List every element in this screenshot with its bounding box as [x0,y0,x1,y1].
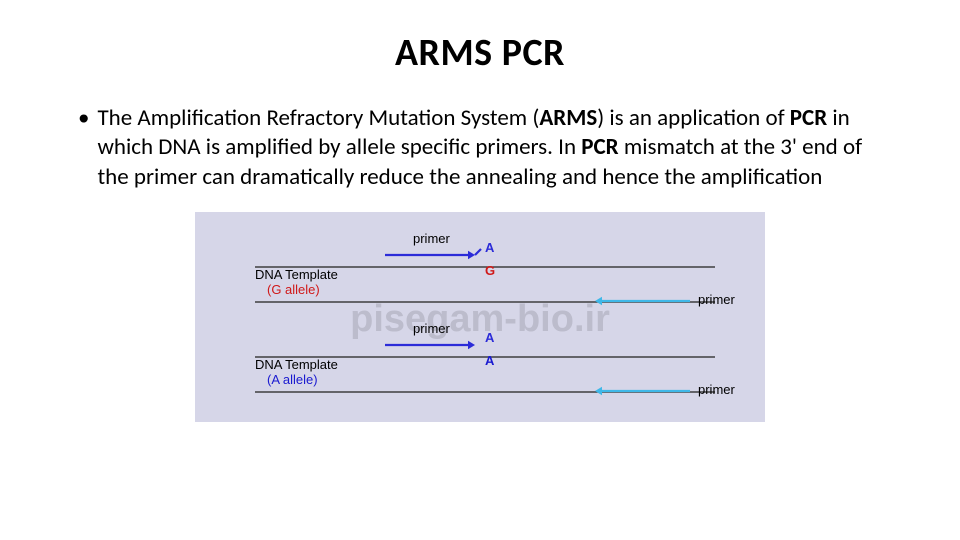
label-base-a-2: A [485,330,494,345]
label-base-a-3: A [485,353,494,368]
label-base-g-1: G [485,263,495,278]
label-template-2: DNA Template [255,357,338,372]
bullet-dot: • [78,104,89,192]
label-template-1: DNA Template [255,267,338,282]
bullet-bold-arms: ARMS [539,104,597,132]
label-base-a-1: A [485,240,494,255]
bullet-bold-pcr1: PCR [790,104,827,132]
label-primer-fwd-1: primer [413,231,450,246]
diagram-svg [195,212,765,422]
label-primer-fwd-2: primer [413,321,450,336]
label-g-allele: (G allele) [267,282,320,297]
label-primer-rev-2: primer [698,382,735,397]
bullet-bold-pcr2: PCR [581,133,618,161]
label-primer-rev-1: primer [698,292,735,307]
label-a-allele: (A allele) [267,372,318,387]
arms-pcr-diagram: pisegam-bio.ir primer DNA Template (G al… [195,212,765,422]
bullet-text-1: The Amplification Refractory Mutation Sy… [97,104,539,132]
bullet-text-2: ) is an application of [597,104,790,132]
slide-title: ARMS PCR [70,30,890,76]
bullet-text: The Amplification Refractory Mutation Sy… [97,104,890,192]
bullet-item: • The Amplification Refractory Mutation … [78,104,890,192]
slide: ARMS PCR • The Amplification Refractory … [0,0,960,540]
